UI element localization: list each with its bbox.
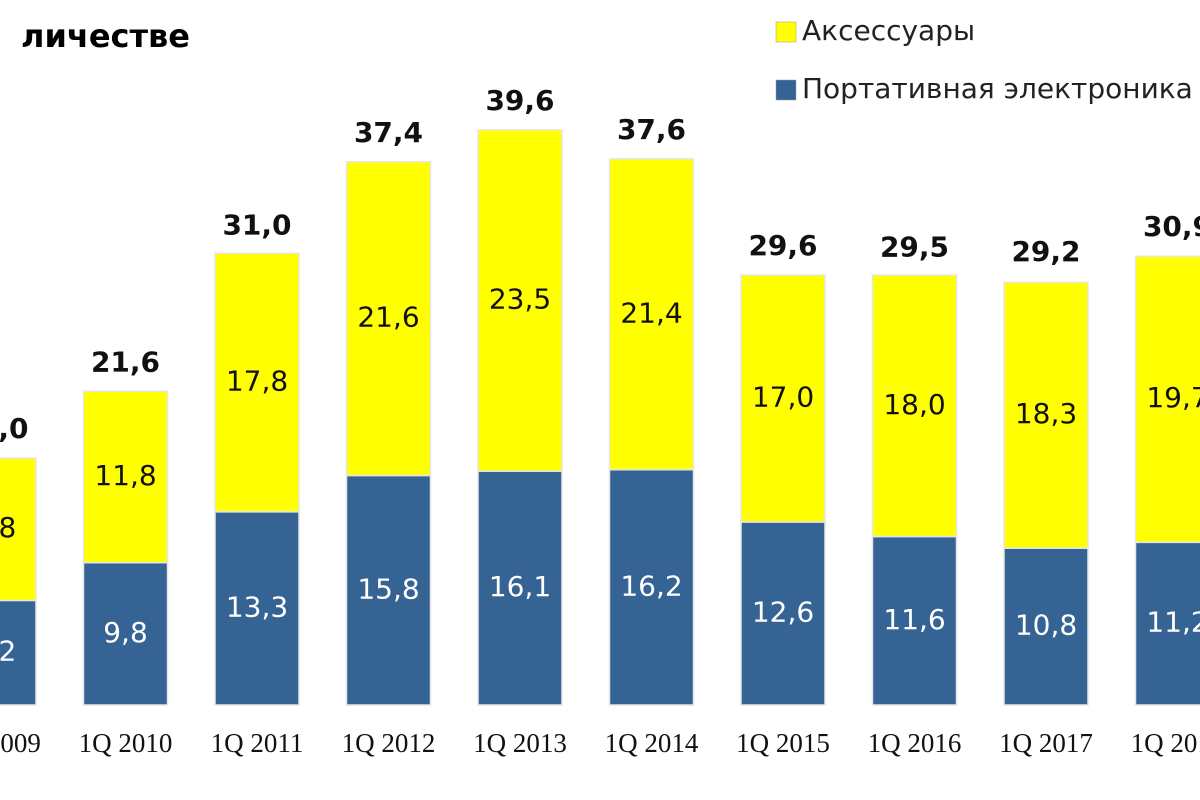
total-label: 37,4 xyxy=(354,116,423,149)
value-label: 17,0 xyxy=(752,381,814,414)
bar-segment xyxy=(345,474,432,706)
bar-segment xyxy=(608,158,695,471)
x-tick-label: 1Q 2009 xyxy=(0,728,41,758)
x-tick-label: 1Q 2017 xyxy=(999,728,1093,758)
bar-segment xyxy=(608,468,695,706)
value-label: 10,8 xyxy=(1015,609,1077,642)
value-label: 15,8 xyxy=(357,572,419,605)
bar-segment xyxy=(345,161,432,477)
value-label: 16,1 xyxy=(489,570,551,603)
legend-swatch xyxy=(775,79,797,101)
x-tick-label: 1Q 2014 xyxy=(605,728,699,758)
total-label: 21,6 xyxy=(91,345,160,378)
legend-label: Аксессуары xyxy=(802,14,975,47)
total-label: 29,6 xyxy=(748,229,817,262)
value-label: 17,8 xyxy=(226,365,288,398)
value-label: 9,8 xyxy=(0,511,16,544)
bar-segment xyxy=(0,457,37,602)
bar-segment xyxy=(82,561,169,706)
value-label: 9,8 xyxy=(103,616,148,649)
value-label: 23,5 xyxy=(489,282,551,315)
x-tick-label: 1Q 2018 xyxy=(1131,728,1200,758)
x-tick-label: 1Q 2013 xyxy=(473,728,567,758)
x-tick-label: 1Q 2015 xyxy=(736,728,830,758)
bar-segment xyxy=(214,252,300,513)
value-label: 12,6 xyxy=(752,595,814,628)
bar-segment xyxy=(0,599,37,706)
total-label: 17,0 xyxy=(0,412,29,445)
value-label: 13,3 xyxy=(226,590,288,623)
total-label: 39,6 xyxy=(485,84,554,117)
x-tick-label: 1Q 2016 xyxy=(868,728,962,758)
x-tick-label: 1Q 2011 xyxy=(211,728,304,758)
bar-segment xyxy=(214,511,300,706)
value-label: 11,8 xyxy=(94,459,156,492)
bar-segment xyxy=(871,274,958,538)
bar-segment xyxy=(740,274,826,523)
x-tick-label: 1Q 2010 xyxy=(79,728,173,758)
bar-segment xyxy=(871,535,958,706)
bar-segment xyxy=(740,521,826,706)
bar-segment xyxy=(1134,255,1200,544)
chart-title: личестве xyxy=(21,17,190,55)
total-label: 31,0 xyxy=(222,209,291,242)
x-tick-label: 1Q 2012 xyxy=(342,728,436,758)
bar-segment xyxy=(82,390,169,564)
total-label: 29,5 xyxy=(880,231,949,264)
total-label: 37,6 xyxy=(617,113,686,146)
value-label: 11,6 xyxy=(883,603,945,636)
value-label: 16,2 xyxy=(620,569,682,602)
value-label: 21,6 xyxy=(357,301,419,334)
value-label: 19,7 xyxy=(1146,381,1200,414)
bar-segment xyxy=(1003,281,1089,549)
value-label: 21,4 xyxy=(620,296,682,329)
bar-segment xyxy=(1134,541,1200,706)
value-label: 18,0 xyxy=(883,388,945,421)
value-label: 11,2 xyxy=(1146,606,1200,639)
value-label: 18,3 xyxy=(1015,397,1077,430)
total-label: 30,9 xyxy=(1143,210,1200,243)
bar-segment xyxy=(477,129,563,472)
legend-swatch xyxy=(775,21,797,43)
value-label: 7,2 xyxy=(0,635,16,668)
total-label: 29,2 xyxy=(1011,235,1080,268)
legend-label: Портативная электроника xyxy=(802,72,1193,105)
